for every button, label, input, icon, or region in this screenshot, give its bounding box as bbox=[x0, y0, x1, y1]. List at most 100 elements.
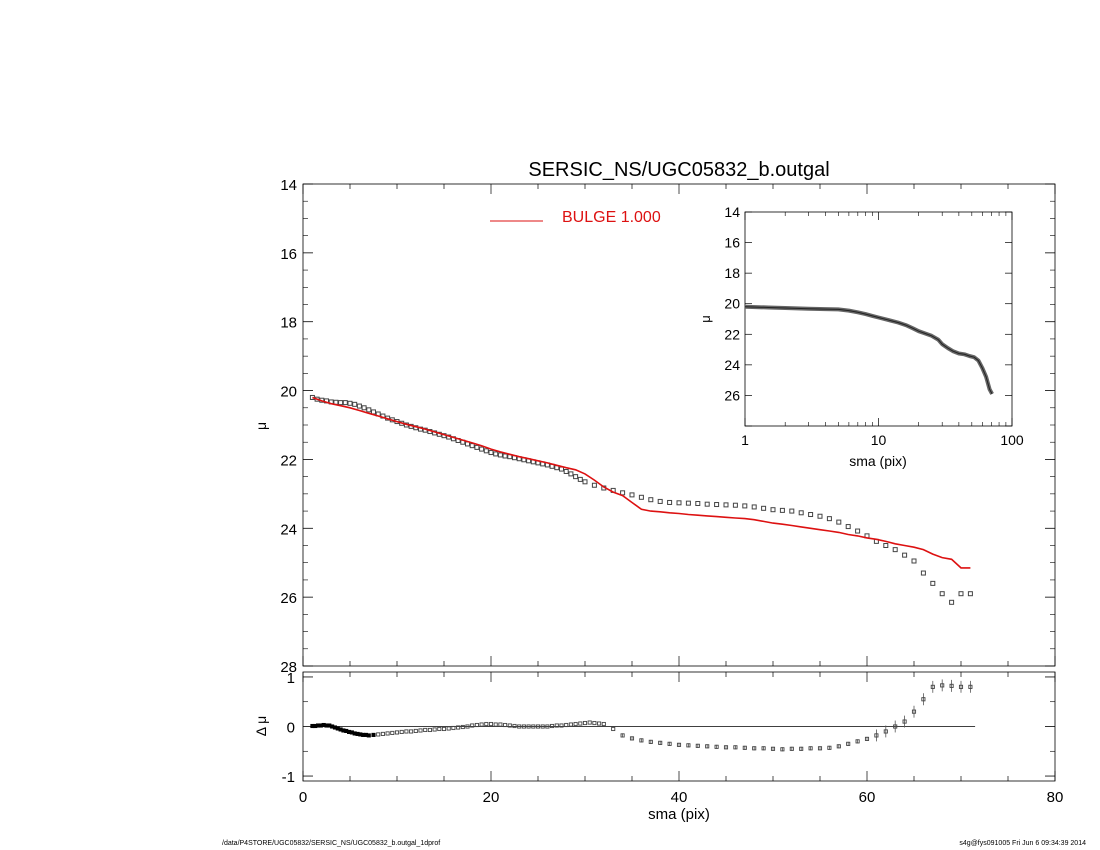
residual-point bbox=[836, 744, 841, 749]
inset-panel: 14 16 18 20 22 24 26 1 10 100 sma (pix) μ bbox=[698, 204, 1024, 469]
residual-y-axis-label: Δ μ bbox=[253, 716, 269, 737]
residual-y-tick-label: 0 bbox=[287, 720, 295, 737]
residual-point bbox=[597, 721, 602, 726]
residual-point bbox=[554, 723, 559, 728]
residual-point bbox=[456, 725, 461, 730]
legend: BULGE 1.000 bbox=[490, 209, 661, 226]
residual-point bbox=[958, 684, 964, 689]
residual-point bbox=[573, 721, 578, 727]
residual-point bbox=[752, 746, 757, 751]
residual-x-axis-label: sma (pix) bbox=[648, 806, 710, 823]
data-point bbox=[582, 479, 588, 485]
data-point bbox=[356, 403, 362, 409]
residual-point bbox=[883, 729, 888, 734]
residual-point bbox=[390, 730, 395, 735]
residual-point bbox=[545, 724, 550, 729]
residual-point bbox=[733, 745, 738, 750]
main-y-axis-label: μ bbox=[253, 422, 269, 430]
residual-point bbox=[441, 726, 447, 732]
residual-x-tick-label: 0 bbox=[299, 789, 307, 806]
residual-x-ticks: 0 20 40 60 80 bbox=[299, 672, 1063, 806]
data-point bbox=[695, 500, 701, 506]
data-point bbox=[371, 409, 376, 415]
data-point bbox=[591, 482, 597, 488]
residual-point bbox=[658, 740, 663, 745]
residual-point bbox=[550, 723, 555, 729]
data-point bbox=[714, 502, 720, 508]
residual-point bbox=[789, 746, 794, 751]
inset-x-tick-label: 10 bbox=[871, 432, 887, 448]
main-y-tick-label: 18 bbox=[280, 315, 297, 332]
data-point bbox=[751, 504, 757, 510]
main-y-tick-label: 14 bbox=[280, 177, 297, 194]
inset-y-ticks: 14 16 18 20 22 24 26 bbox=[724, 204, 1012, 427]
inset-y-tick-label: 24 bbox=[724, 357, 740, 373]
residual-point bbox=[611, 726, 616, 732]
residual-x-tick-label: 20 bbox=[483, 789, 500, 806]
data-point bbox=[648, 497, 654, 503]
residual-point bbox=[629, 736, 635, 741]
residual-point bbox=[484, 721, 489, 727]
residual-point bbox=[493, 722, 498, 727]
residual-point bbox=[874, 733, 879, 738]
inset-series bbox=[744, 304, 994, 395]
data-point bbox=[685, 500, 691, 506]
residual-point bbox=[409, 729, 414, 734]
data-point bbox=[479, 446, 485, 452]
residual-point bbox=[399, 729, 404, 734]
data-point bbox=[949, 599, 955, 605]
residual-point bbox=[846, 741, 851, 746]
data-point bbox=[347, 400, 353, 406]
data-point bbox=[723, 502, 729, 508]
residual-series bbox=[310, 679, 973, 752]
data-point bbox=[563, 468, 569, 474]
data-point bbox=[502, 453, 508, 459]
inset-x-tick-label: 1 bbox=[741, 432, 749, 448]
data-point bbox=[911, 558, 917, 564]
residual-point bbox=[517, 724, 522, 729]
data-point bbox=[789, 508, 795, 514]
residual-point bbox=[827, 745, 832, 750]
inset-y-axis-label: μ bbox=[698, 315, 713, 323]
residual-point bbox=[949, 683, 954, 688]
residual-point bbox=[667, 741, 672, 746]
residual-point bbox=[470, 723, 475, 728]
residual-point bbox=[507, 723, 512, 728]
main-y-tick-label: 22 bbox=[280, 452, 297, 469]
residual-point bbox=[559, 723, 564, 728]
data-point bbox=[638, 494, 644, 500]
residual-point bbox=[714, 744, 719, 749]
data-point bbox=[770, 507, 776, 513]
residual-point bbox=[488, 721, 494, 727]
data-point bbox=[474, 444, 480, 450]
data-point bbox=[761, 505, 767, 511]
data-point bbox=[577, 476, 583, 482]
residual-point bbox=[911, 709, 917, 714]
residual-point bbox=[465, 724, 470, 729]
residual-point bbox=[639, 738, 644, 743]
residual-point bbox=[620, 733, 625, 738]
residual-point bbox=[512, 723, 517, 729]
residual-x-tick-label: 60 bbox=[859, 789, 876, 806]
main-series bbox=[309, 394, 973, 605]
residual-x-tick-label: 40 bbox=[671, 789, 688, 806]
main-y-tick-label: 24 bbox=[280, 521, 297, 538]
data-point bbox=[883, 543, 889, 548]
chart-title: SERSIC_NS/UGC05832_b.outgal bbox=[528, 159, 829, 181]
residual-y-tick-label: 1 bbox=[287, 670, 295, 687]
inset-y-tick-label: 20 bbox=[724, 296, 740, 312]
data-point bbox=[568, 471, 574, 477]
inset-y-tick-label: 18 bbox=[724, 265, 740, 281]
residual-point bbox=[578, 721, 583, 726]
residual-point bbox=[451, 725, 456, 731]
data-point bbox=[497, 452, 503, 458]
data-point bbox=[742, 503, 748, 509]
main-y-tick-label: 20 bbox=[280, 384, 297, 401]
residual-point bbox=[427, 727, 432, 733]
data-point bbox=[366, 407, 372, 413]
residual-point bbox=[676, 742, 682, 747]
residual-point bbox=[770, 746, 776, 751]
data-point bbox=[836, 519, 842, 525]
residual-point bbox=[385, 731, 390, 736]
